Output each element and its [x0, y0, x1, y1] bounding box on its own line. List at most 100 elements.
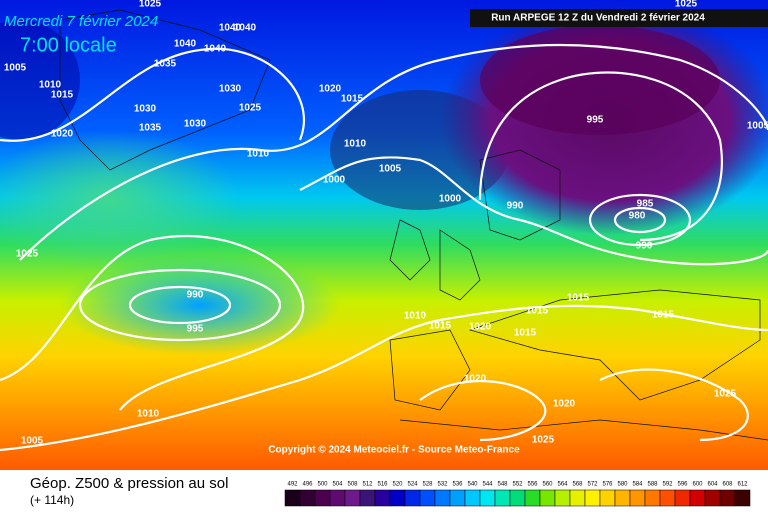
pressure-label: 1020	[553, 399, 576, 410]
legend-value: 556	[527, 482, 538, 488]
legend-value: 572	[587, 482, 598, 488]
legend-swatch	[674, 489, 691, 507]
legend-swatch	[599, 489, 616, 507]
legend-value: 596	[677, 482, 688, 488]
pressure-label: 1015	[514, 328, 537, 339]
legend-swatch	[569, 489, 586, 507]
pressure-label: 1025	[675, 0, 698, 10]
pressure-label: 1040	[174, 39, 197, 50]
legend-value: 580	[617, 482, 628, 488]
pressure-label: 1040	[234, 23, 257, 34]
legend-value: 524	[407, 482, 418, 488]
pressure-label: 985	[637, 199, 654, 210]
pressure-label: 1005	[379, 164, 402, 175]
legend-swatch	[659, 489, 676, 507]
copyright: Copyright © 2024 Meteociel.fr - Source M…	[268, 445, 520, 456]
legend-value: 604	[707, 482, 718, 488]
pressure-label: 995	[587, 115, 604, 126]
legend-value: 536	[452, 482, 463, 488]
legend-value: 552	[512, 482, 523, 488]
legend-swatch	[464, 489, 481, 507]
time: 7:00 locale	[20, 34, 117, 56]
legend-value: 588	[647, 482, 658, 488]
pressure-label: 1020	[319, 84, 342, 95]
legend-value: 504	[332, 482, 343, 488]
pressure-label: 1025	[139, 0, 162, 10]
legend-value: 516	[377, 482, 388, 488]
pressure-label: 1040	[219, 23, 242, 34]
pressure-label: 1015	[526, 306, 549, 317]
legend-title: Géop. Z500 & pression au sol	[30, 475, 228, 492]
legend-value: 500	[317, 482, 328, 488]
pressure-label: 990	[636, 241, 653, 252]
pressure-label: 1005	[747, 121, 768, 132]
legend-swatch	[689, 489, 706, 507]
pressure-label: 995	[187, 324, 204, 335]
run-info: Run ARPEGE 12 Z du Vendredi 2 février 20…	[491, 13, 705, 24]
legend-swatch	[434, 489, 451, 507]
legend-swatch	[614, 489, 631, 507]
pressure-label: 1030	[184, 119, 207, 130]
legend-value: 592	[662, 482, 673, 488]
legend-swatch	[359, 489, 376, 507]
legend-value: 512	[362, 482, 373, 488]
legend-swatch	[554, 489, 571, 507]
legend-value: 544	[482, 482, 493, 488]
pressure-label: 1020	[469, 322, 492, 333]
pressure-label: 1005	[21, 436, 44, 447]
legend-value: 612	[737, 482, 748, 488]
pressure-label: 1020	[464, 374, 487, 385]
legend-value: 600	[692, 482, 703, 488]
legend-swatch	[644, 489, 661, 507]
legend-swatch	[734, 489, 751, 507]
pressure-label: 1035	[154, 59, 177, 70]
legend-swatch	[344, 489, 361, 507]
legend-swatch	[479, 489, 496, 507]
background	[0, 0, 768, 470]
pressure-label: 1010	[247, 149, 270, 160]
run-box	[470, 9, 768, 27]
pressure-label: 1015	[652, 310, 675, 321]
date: Mercredi 7 février 2024	[4, 13, 158, 30]
pressure-label: 1025	[16, 249, 39, 260]
legend-value: 576	[602, 482, 613, 488]
pressure-label: 1015	[567, 293, 590, 304]
pressure-label: 1040	[204, 44, 227, 55]
pressure-label: 1030	[134, 104, 157, 115]
pressure-label: 1015	[341, 94, 364, 105]
legend-swatch	[704, 489, 721, 507]
legend-value: 532	[437, 482, 448, 488]
legend-swatch	[509, 489, 526, 507]
pressure-label: 1000	[323, 175, 346, 186]
isobars	[0, 43, 768, 452]
legend-value: 520	[392, 482, 403, 488]
legend-swatch	[539, 489, 556, 507]
legend-value: 564	[557, 482, 568, 488]
legend-value: 540	[467, 482, 478, 488]
legend-swatch	[284, 489, 301, 507]
pressure-label: 990	[187, 290, 204, 301]
pressure-label: 1010	[137, 409, 160, 420]
pressure-label: 990	[507, 201, 524, 212]
legend-value: 560	[542, 482, 553, 488]
coastlines	[59, 9, 768, 441]
pressure-label: 1010	[39, 80, 62, 91]
legend-swatch	[524, 489, 541, 507]
pressure-label: 1025	[532, 435, 555, 446]
pressure-label: 1005	[4, 63, 27, 74]
legend-swatch	[719, 489, 736, 507]
pressure-label: 1025	[239, 103, 262, 114]
pressure-label: 1035	[139, 123, 162, 134]
pressure-label: 1020	[51, 129, 74, 140]
legend-swatch	[329, 489, 346, 507]
pressure-label: 1010	[344, 139, 367, 150]
pressure-label: 980	[629, 211, 646, 222]
legend-swatch	[419, 489, 436, 507]
legend-swatch	[584, 489, 601, 507]
pressure-label: 1015	[429, 321, 452, 332]
legend-swatch	[449, 489, 466, 507]
pressure-label: 1015	[51, 90, 74, 101]
legend-value: 608	[722, 482, 733, 488]
pressure-label: 1030	[219, 84, 242, 95]
